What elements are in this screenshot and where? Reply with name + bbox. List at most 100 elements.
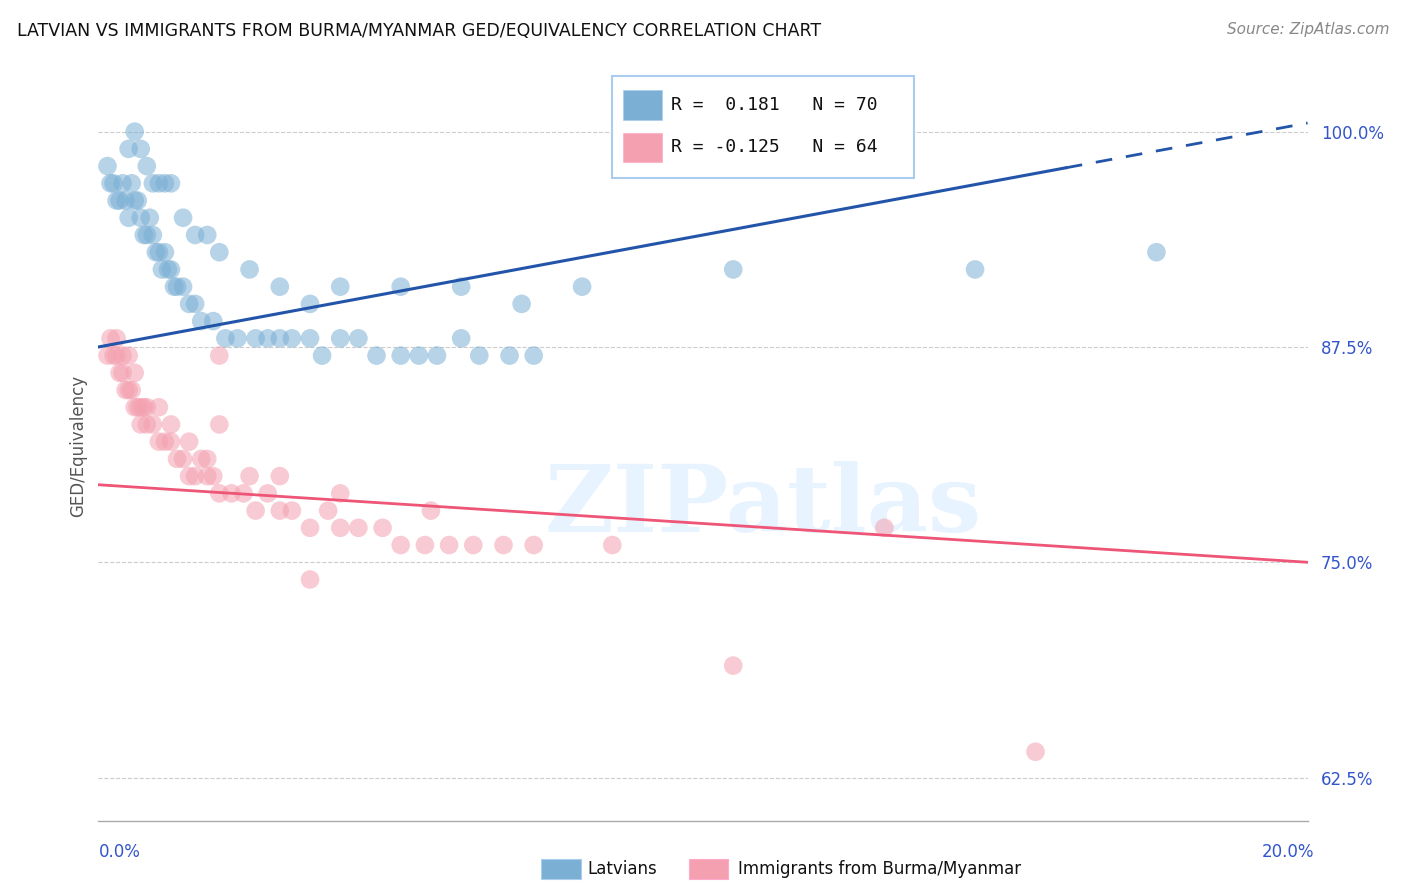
Point: [166, 279, 188, 293]
Point: [96, 159, 118, 173]
Point: [124, 194, 146, 208]
Point: [184, 297, 207, 311]
Point: [208, 486, 231, 500]
Point: [160, 262, 183, 277]
Point: [195, 469, 218, 483]
Point: [118, 142, 141, 156]
Point: [299, 573, 322, 587]
Point: [1146, 245, 1168, 260]
Point: [408, 349, 430, 363]
Point: [96, 349, 118, 363]
Point: [208, 349, 231, 363]
Point: [413, 538, 436, 552]
Point: [1024, 745, 1046, 759]
Point: [127, 401, 149, 415]
Point: [523, 349, 546, 363]
Point: [179, 434, 201, 449]
Point: [103, 349, 125, 363]
Text: Immigrants from Burma/Myanmar: Immigrants from Burma/Myanmar: [738, 860, 1021, 878]
Point: [129, 401, 152, 415]
Point: [184, 227, 207, 242]
Point: [124, 125, 146, 139]
Point: [269, 331, 291, 345]
Point: [160, 177, 183, 191]
Point: [202, 469, 225, 483]
Point: [190, 451, 212, 466]
Point: [172, 211, 194, 225]
Point: [202, 314, 225, 328]
Point: [105, 349, 128, 363]
Point: [111, 349, 134, 363]
Point: [121, 383, 143, 397]
Point: [148, 177, 170, 191]
Point: [208, 245, 231, 260]
Point: [108, 366, 131, 380]
Point: [602, 538, 624, 552]
Point: [172, 451, 194, 466]
Point: [160, 417, 183, 432]
Point: [105, 194, 128, 208]
Point: [468, 349, 491, 363]
Point: [124, 401, 146, 415]
Point: [195, 451, 218, 466]
Point: [723, 262, 745, 277]
Text: 20.0%: 20.0%: [1263, 843, 1315, 861]
Point: [873, 521, 896, 535]
Point: [299, 331, 322, 345]
Text: LATVIAN VS IMMIGRANTS FROM BURMA/MYANMAR GED/EQUIVALENCY CORRELATION CHART: LATVIAN VS IMMIGRANTS FROM BURMA/MYANMAR…: [17, 22, 821, 40]
Point: [153, 434, 176, 449]
Point: [127, 194, 149, 208]
Point: [256, 331, 278, 345]
Point: [148, 401, 170, 415]
Point: [426, 349, 449, 363]
Point: [450, 279, 472, 293]
Point: [269, 279, 291, 293]
Point: [389, 538, 412, 552]
Point: [148, 245, 170, 260]
Point: [221, 486, 243, 500]
Point: [132, 401, 155, 415]
Point: [510, 297, 533, 311]
Point: [100, 331, 122, 345]
Point: [103, 177, 125, 191]
Point: [132, 227, 155, 242]
Text: R =  0.181   N = 70: R = 0.181 N = 70: [671, 96, 877, 114]
Point: [142, 227, 165, 242]
Point: [245, 503, 267, 517]
Point: [129, 211, 152, 225]
Point: [299, 521, 322, 535]
Point: [450, 331, 472, 345]
Point: [179, 469, 201, 483]
Point: [105, 331, 128, 345]
Point: [172, 279, 194, 293]
Point: [100, 177, 122, 191]
Point: [389, 349, 412, 363]
Point: [965, 262, 987, 277]
Point: [124, 366, 146, 380]
Text: ZIPatlas: ZIPatlas: [546, 461, 981, 551]
Point: [114, 383, 136, 397]
Point: [121, 177, 143, 191]
Point: [160, 434, 183, 449]
Point: [129, 417, 152, 432]
Point: [135, 401, 157, 415]
Point: [114, 194, 136, 208]
Point: [239, 262, 262, 277]
Text: Latvians: Latvians: [588, 860, 658, 878]
Point: [148, 434, 170, 449]
Point: [163, 279, 186, 293]
Point: [420, 503, 443, 517]
Point: [195, 227, 218, 242]
Point: [111, 366, 134, 380]
Point: [239, 469, 262, 483]
Point: [135, 227, 157, 242]
Point: [118, 383, 141, 397]
Point: [329, 279, 352, 293]
Point: [153, 177, 176, 191]
Point: [329, 331, 352, 345]
Point: [389, 279, 412, 293]
Point: [129, 142, 152, 156]
Point: [208, 417, 231, 432]
Point: [371, 521, 394, 535]
Point: [232, 486, 254, 500]
